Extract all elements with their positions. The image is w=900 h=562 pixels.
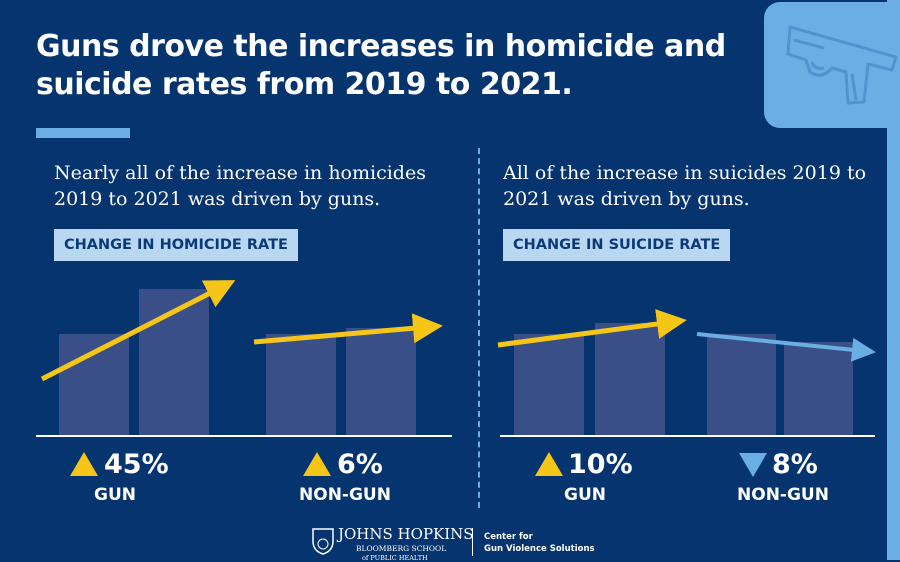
accent-bar bbox=[36, 128, 130, 138]
footer-divider bbox=[472, 528, 473, 556]
suicide-gun-trend-arrow bbox=[497, 309, 687, 348]
homicide-nongun-change: 6% bbox=[337, 449, 383, 480]
suicide-nongun-label: NON-GUN bbox=[737, 485, 829, 505]
homicide-nongun-2019-bar bbox=[266, 334, 336, 435]
suicide-subtitle: All of the increase in suicides 2019 to … bbox=[503, 162, 867, 210]
suicide-gun-2021-bar bbox=[595, 323, 665, 435]
suicide-gun-2019-bar bbox=[514, 334, 584, 435]
down-triangle-icon bbox=[739, 453, 767, 477]
suicide-gun-change: 10% bbox=[568, 449, 633, 480]
up-triangle-icon bbox=[535, 452, 563, 476]
homicide-nongun-label: NON-GUN bbox=[299, 485, 391, 505]
handgun-icon bbox=[764, 2, 900, 128]
homicide-tag: CHANGE IN HOMICIDE RATE bbox=[54, 229, 298, 261]
suicide-nongun-2019-bar bbox=[707, 334, 776, 435]
homicide-gun-trend-arrow bbox=[40, 280, 236, 382]
center-line1: Center for bbox=[484, 532, 533, 542]
suicide-baseline bbox=[500, 435, 875, 437]
center-name: Center for Gun Violence Solutions bbox=[484, 531, 595, 555]
homicide-gun-change: 45% bbox=[104, 449, 169, 480]
center-line2: Gun Violence Solutions bbox=[484, 544, 595, 554]
suicide-nongun-change: 8% bbox=[772, 449, 818, 480]
suicide-nongun-2021-bar bbox=[784, 342, 853, 435]
suicide-nongun-trend-arrow bbox=[696, 332, 876, 362]
section-divider bbox=[478, 148, 480, 508]
jhu-logo-school: BLOOMBERG SCHOOL bbox=[356, 544, 447, 553]
homicide-nongun-trend-arrow bbox=[253, 313, 443, 345]
homicide-baseline bbox=[36, 435, 452, 437]
homicide-nongun-2021-bar bbox=[346, 328, 416, 435]
up-triangle-icon bbox=[303, 452, 331, 476]
homicide-subtitle: Nearly all of the increase in homicides … bbox=[54, 162, 426, 210]
side-strip bbox=[887, 0, 900, 560]
shield-logo-icon bbox=[312, 528, 334, 555]
jhu-logo-sub: of PUBLIC HEALTH bbox=[362, 554, 428, 562]
suicide-gun-label: GUN bbox=[564, 485, 606, 505]
jhu-logo-name: JOHNS HOPKINS bbox=[338, 525, 474, 543]
suicide-tag: CHANGE IN SUICIDE RATE bbox=[503, 229, 731, 261]
up-triangle-icon bbox=[70, 452, 98, 476]
page-title: Guns drove the increases in homicide and… bbox=[36, 29, 726, 102]
homicide-gun-label: GUN bbox=[94, 485, 136, 505]
